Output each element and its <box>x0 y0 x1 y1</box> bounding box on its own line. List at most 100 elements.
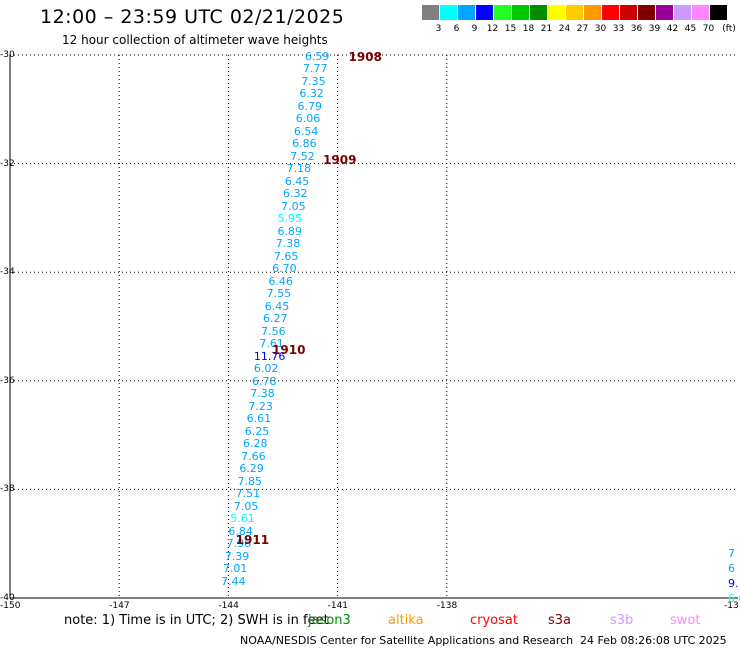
footer-note: note: 1) Time is in UTC; 2) SWH is in fe… <box>64 613 329 628</box>
wave-height-reading: 5.61 <box>230 512 255 526</box>
legend-swatch <box>656 5 674 20</box>
legend-bin-label: 15 <box>504 24 517 34</box>
legend-swatch <box>458 5 476 20</box>
latitude-tick-label: -38 <box>0 484 15 495</box>
legend-bin-label: 39 <box>648 24 661 34</box>
legend-swatch <box>512 5 530 20</box>
wave-height-reading: 7.52 <box>290 149 315 163</box>
wave-height-reading: 7.18 <box>286 162 312 176</box>
legend-bin-label: 18 <box>522 24 535 34</box>
generation-timestamp: 24 Feb 08:26:08 UTC 2025 <box>580 634 727 647</box>
legend-bin-label: 36 <box>630 24 643 34</box>
latitude-tick-label: -30 <box>0 50 15 60</box>
legend-bin-label: 27 <box>576 24 589 34</box>
wave-height-reading: 6.89 <box>277 224 303 238</box>
longitude-tick-label: -13 <box>724 601 739 611</box>
legend-bin-label: 6 <box>453 24 460 34</box>
legend-swatch <box>422 5 440 20</box>
map-title: 12:00 – 23:59 UTC 02/21/2025 <box>40 6 345 28</box>
legend-bin-label: 70 <box>702 24 715 34</box>
wave-height-reading: 7.85 <box>237 474 263 488</box>
wave-height-reading: 6.02 <box>253 362 279 376</box>
wave-height-reading: 6.46 <box>268 274 293 288</box>
orbit-pass-label: 1908 <box>348 50 382 64</box>
legend-bin-label: 12 <box>486 24 499 34</box>
legend-swatch <box>584 5 602 20</box>
wave-height-reading: 6.29 <box>239 462 264 476</box>
edge-wave-reading: 9. <box>728 577 739 590</box>
longitude-tick-label: -144 <box>218 601 239 611</box>
credit-line: NOAA/NESDIS Center for Satellite Applica… <box>240 634 574 647</box>
wave-height-reading: 7.61 <box>259 337 284 351</box>
wave-height-reading: 11.76 <box>253 349 286 363</box>
legend-bin-label: 3 <box>435 24 442 34</box>
wave-height-reading: 6.86 <box>292 137 317 151</box>
map-subtitle: 12 hour collection of altimeter wave hei… <box>62 33 328 47</box>
legend-swatch <box>476 5 494 20</box>
wave-height-reading: 6.79 <box>297 99 323 113</box>
wave-height-reading: 7.44 <box>221 574 246 588</box>
legend-swatch <box>674 5 692 20</box>
edge-wave-reading: 7 <box>728 547 735 560</box>
legend-bin-label: 45 <box>684 24 697 34</box>
satellite-key-item: cryosat <box>470 613 518 628</box>
satellite-key-item: altika <box>388 613 424 628</box>
wave-height-reading: 6.61 <box>246 412 272 426</box>
wave-height-reading: 7.23 <box>248 399 273 413</box>
wave-height-reading: 6.32 <box>283 187 308 201</box>
longitude-tick-label: -150 <box>0 601 21 611</box>
wave-height-reading: 7.38 <box>250 387 275 401</box>
longitude-tick-label: -141 <box>327 601 349 611</box>
wave-height-reading: 6.70 <box>272 262 297 276</box>
legend-bin-label: 21 <box>540 24 553 34</box>
wave-height-reading: 7.77 <box>303 62 328 76</box>
wave-height-reading: 7.05 <box>281 199 306 213</box>
orbit-pass-label: 1911 <box>235 533 270 548</box>
edge-wave-reading: 6 <box>728 562 735 575</box>
legend-unit: (ft) <box>722 24 736 34</box>
wave-height-reading: 5.95 <box>277 212 303 226</box>
wave-height-reading: 7.38 <box>275 237 301 251</box>
satellite-key-item: s3a <box>548 613 572 628</box>
legend-swatch <box>638 5 656 20</box>
wave-height-reading: 6.06 <box>295 112 321 126</box>
wave-height-reading: 6.28 <box>242 437 268 451</box>
legend-swatch <box>530 5 548 20</box>
orbit-pass-label: 1909 <box>323 153 357 168</box>
edge-wave-reading: 6.0 <box>728 592 740 605</box>
wave-height-reading: 6.32 <box>299 87 324 101</box>
legend-bin-label: 42 <box>666 24 679 34</box>
latitude-tick-label: -32 <box>0 158 15 169</box>
wave-height-reading: 7.35 <box>301 74 326 88</box>
wave-height-reading: 7.96 <box>226 537 252 551</box>
legend-bin-label: 24 <box>558 24 571 34</box>
legend-bin-label: 33 <box>612 24 625 34</box>
legend-swatch <box>548 5 566 20</box>
legend-swatch <box>602 5 620 20</box>
satellite-key-item: swot <box>670 613 701 628</box>
wave-height-reading: 6.78 <box>252 374 277 388</box>
wave-height-reading: 7.56 <box>261 324 286 338</box>
wave-height-reading: 6.59 <box>304 50 330 63</box>
legend-swatch <box>620 5 638 20</box>
wave-height-reading: 6.45 <box>284 174 310 188</box>
latitude-tick-label: -40 <box>0 593 15 603</box>
wave-height-reading: 7.05 <box>233 499 259 513</box>
wave-height-reading: 6.54 <box>293 124 319 138</box>
legend-swatch <box>440 5 458 20</box>
wave-height-reading: 6.84 <box>228 524 253 538</box>
legend-swatch <box>692 5 710 20</box>
wave-height-reading: 7.51 <box>235 487 261 501</box>
wave-height-reading: 6.27 <box>262 312 288 326</box>
wave-height-reading: 7.55 <box>266 287 292 301</box>
wave-height-reading: 7.39 <box>224 549 250 563</box>
legend-swatch <box>494 5 512 20</box>
wave-height-reading: 7.01 <box>222 562 248 576</box>
orbit-pass-label: 1910 <box>272 343 306 358</box>
satellite-key-item: s3b <box>610 613 634 628</box>
legend-bin-label: 30 <box>594 24 607 34</box>
longitude-tick-label: -138 <box>436 601 458 611</box>
legend-bin-label: 9 <box>471 24 478 34</box>
wave-height-reading: 7.66 <box>241 449 266 463</box>
